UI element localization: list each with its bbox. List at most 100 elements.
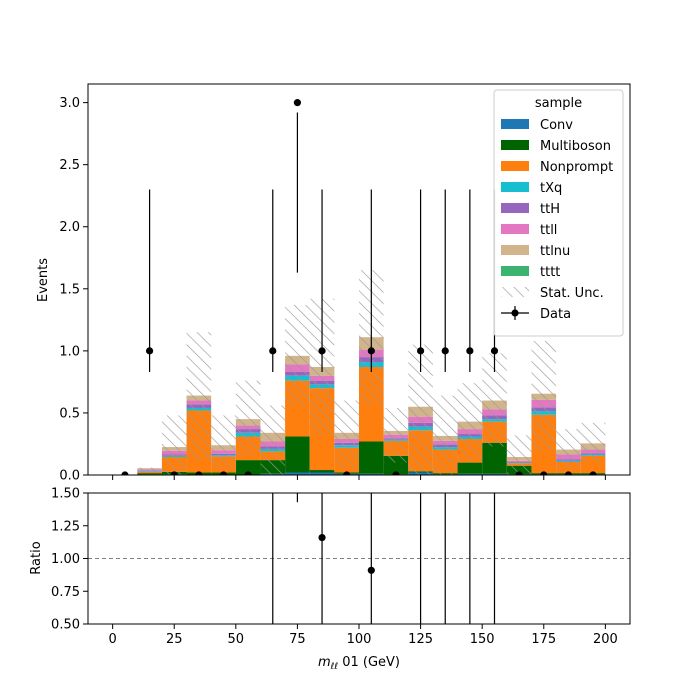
ratio-y-tick-label-2: 1.00 [51,552,80,567]
main-y-tick-label-0: 0.0 [59,469,80,484]
data-point-14 [466,347,474,355]
ratio-y-tick-label-1: 0.75 [51,585,80,600]
main-y-ticks: 0.0 0.5 1.0 1.5 2.0 2.5 3.0 [59,96,88,484]
main-y-tick-label-4: 2.0 [59,220,80,235]
ratio-error-bars [272,493,496,624]
legend-label-multiboson: Multiboson [540,139,611,154]
legend-label-txq: tXq [540,181,562,196]
bar-multiboson-bin-5 [235,460,261,475]
legend-swatch-txq [501,182,529,192]
y-axis-label: Events [36,258,51,302]
ratio-y-tick-label-3: 1.25 [51,519,80,534]
bar-multiboson-bin-8 [309,470,335,473]
data-point-12 [416,347,425,355]
data-point-15 [490,347,499,355]
bar-conv-bin-15 [482,473,507,475]
ratio-plot-frame [87,492,631,625]
ratio-points [318,533,375,574]
legend-title: sample [535,96,582,111]
data-point-5 [244,471,252,475]
bar-multiboson-bin-15 [482,442,507,474]
legend-label-tth: ttH [540,202,560,217]
x-tick-label-8: 200 [593,632,618,647]
data-point-8 [318,347,326,355]
legend-swatch-tttt [501,266,529,276]
stat-unc-bin-3 [186,332,212,461]
legend-swatch-ttlnu [501,245,529,255]
ratio-y-axis-label: Ratio [29,541,44,574]
x-tick-label-6: 150 [470,632,495,647]
bar-conv-bin-14 [457,473,483,475]
x-tick-label-7: 175 [531,632,556,647]
stat-unc-bin-6 [260,405,286,475]
legend-label-stat-unc: Stat. Unc. [540,286,604,301]
data-point-1 [145,347,154,355]
main-x-ticks [112,475,606,480]
data-point-0 [121,471,129,475]
main-plot-area: 0.0 0.5 1.0 1.5 2.0 2.5 3.0 Events [36,83,631,484]
stat-unc-bin-16 [506,435,532,475]
data-point-6 [269,347,277,355]
data-point-7 [293,99,302,107]
ratio-x-ticks: 0 25 50 75 100 125 150 175 200 [108,624,618,647]
x-tick-label-4: 100 [347,632,372,647]
stat-unc-bin-18 [556,429,581,469]
x-tick-label-0: 0 [108,632,116,647]
legend-swatch-stat-unc [501,287,529,297]
x-axis-label-rest: 01 (GeV) [338,655,400,670]
legend-swatch-nonprompt [501,161,529,171]
legend-label-ttlnu: ttlnu [540,244,570,259]
stat-unc-bin-13 [432,395,458,475]
ratio-y-tick-label-0: 0.50 [51,618,80,633]
data-point-10 [367,347,375,355]
x-tick-label-5: 125 [408,632,433,647]
data-point-16 [515,471,523,475]
data-point-17 [540,471,548,475]
bar-conv-bin-8 [309,472,335,475]
main-y-tick-label-1: 0.5 [59,406,80,421]
legend-swatch-data [511,309,519,317]
legend-label-tttt: tttt [540,265,560,280]
main-y-tick-label-2: 1.0 [59,344,80,359]
bar-multiboson-bin-10 [359,441,384,474]
legend-label-conv: Conv [540,118,573,133]
data-point-11 [392,471,400,475]
ratio-y-tick-label-4: 1.50 [51,487,80,502]
x-tick-label-1: 25 [166,632,183,647]
data-point-2 [170,471,178,475]
legend-label-nonprompt: Nonprompt [540,160,613,175]
stat-unc-bin-4 [211,415,236,469]
legend-label-data: Data [540,307,571,322]
bar-conv-bin-7 [285,472,310,475]
stat-unc-bin-2 [161,415,187,475]
data-point-4 [219,471,228,475]
stat-unc-bin-5 [235,380,261,457]
stat-unc-bin-19 [580,422,606,463]
bar-multiboson-bin-14 [457,462,483,474]
data-point-13 [441,347,449,355]
legend-label-ttll: ttll [540,223,557,238]
ratio-point-0 [318,533,326,542]
legend-swatch-tth [501,203,529,213]
legend-swatch-ttll [501,224,529,234]
bar-multiboson-bin-1 [137,473,162,475]
x-tick-label-2: 50 [228,632,245,647]
ratio-point-1 [367,566,375,574]
stat-unc-bin-11 [383,407,409,463]
legend-swatch-conv [501,119,529,129]
x-axis-label-main: m [318,655,331,670]
ratio-y-ticks: 0.50 0.75 1.00 1.25 1.50 [51,487,88,633]
stat-unc-bin-1 [137,467,162,473]
x-axis-label: mℓℓ 01 (GeV) [318,655,400,672]
legend-swatch-multiboson [501,140,529,150]
main-y-tick-label-6: 3.0 [59,96,80,111]
bar-multiboson-bin-7 [285,436,310,473]
stat-unc-bin-14 [457,383,483,461]
legend: sample Conv Multiboson Nonprompt tXq ttH ttll t… [493,89,624,337]
data-point-9 [343,471,351,475]
main-y-tick-label-5: 2.5 [59,158,80,173]
x-tick-label-3: 75 [289,632,306,647]
main-y-tick-label-3: 1.5 [59,282,80,297]
data-point-3 [195,471,203,475]
bar-conv-bin-10 [359,473,384,475]
